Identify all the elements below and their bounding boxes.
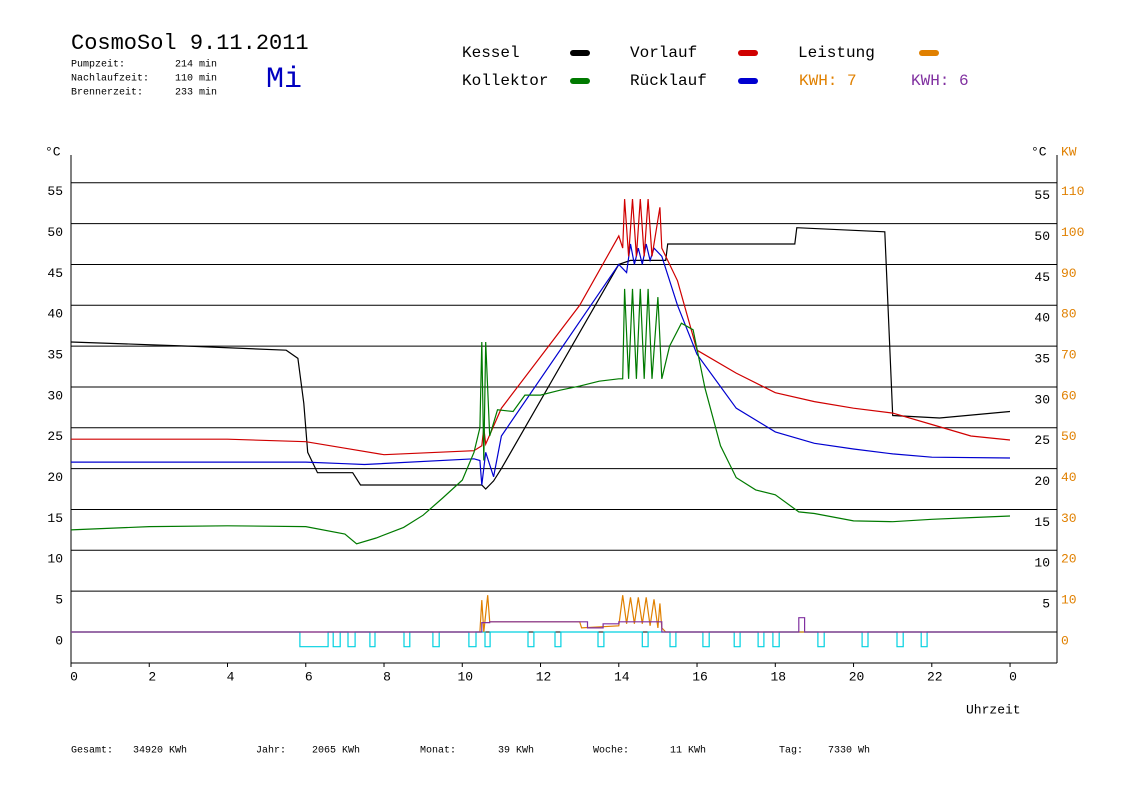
y-tick-label: 20 [47,470,63,485]
series-line [70,227,1011,490]
legend-label: Kollektor [462,72,548,90]
x-tick-label: 10 [457,669,473,684]
y-tick-label: 55 [47,184,63,199]
x-tick-label: 20 [849,669,865,684]
x-tick-label: 0 [1009,669,1017,684]
footer-value: 39 KWh [498,745,534,757]
stat-value: 214 min [175,59,217,71]
weekday: Mi [266,63,302,97]
x-tick-label: 16 [692,669,708,684]
legend-marker [570,78,590,84]
y-tick-label: 35 [47,348,63,363]
footer-label: Gesamt: [71,746,113,757]
x-tick-label: 0 [70,669,78,684]
footer-label: Tag: [779,746,803,757]
y-tick-label: 10 [47,552,63,567]
y-tick-label-right: 35 [1034,352,1050,367]
stat-label: Nachlaufzeit: [71,73,149,85]
x-tick-label: 14 [614,669,630,684]
legend-marker [570,50,590,56]
y-tick-label-right: 50 [1034,229,1050,244]
legend-marker [738,78,758,84]
y-tick-label-right: 25 [1034,433,1050,448]
energy-label: KWH: 7 [799,72,857,90]
y2-tick-label: 70 [1061,348,1077,363]
series-line [70,288,1011,545]
y-tick-label: 45 [47,266,63,281]
stat-value: 233 min [175,87,217,99]
y-axis-unit-right: °C [1031,144,1047,159]
y2-tick-label: 110 [1061,184,1084,199]
footer-value: 2065 KWh [312,745,360,757]
y2-tick-label: 0 [1061,633,1069,648]
x-tick-label: 2 [148,669,156,684]
series-line [71,243,1011,486]
series-line [71,595,1010,633]
y2-tick-label: 80 [1061,307,1077,322]
y-tick-label-right: 15 [1034,515,1050,530]
x-tick-label: 12 [536,669,552,684]
chart-title: CosmoSol 9.11.2011 [71,31,309,56]
y-tick-label: 15 [47,511,63,526]
y2-tick-label: 60 [1061,388,1077,403]
y2-tick-label: 20 [1061,552,1077,567]
y-tick-label-right: 45 [1034,270,1050,285]
footer-label: Woche: [593,745,629,757]
y-tick-label-right: 10 [1034,556,1050,571]
y-tick-label: 0 [55,633,63,648]
series-line [71,199,1011,456]
y2-tick-label: 10 [1061,593,1077,608]
series-line [71,631,1010,648]
stat-label: Brennerzeit: [71,87,143,99]
footer-label: Jahr: [256,745,286,757]
footer-label: Monat: [420,746,456,757]
y-tick-label: 50 [47,225,63,240]
stat-label: Pumpzeit: [71,59,125,71]
y-tick-label: 25 [47,429,63,444]
y-tick-label-right: 20 [1034,474,1050,489]
y2-tick-label: 50 [1061,429,1077,444]
y-tick-label: 30 [47,388,63,403]
legend-marker [919,50,939,56]
y-tick-label-right: 55 [1034,188,1050,203]
legend-label: Rücklauf [630,72,707,90]
series-line [71,617,1010,633]
energy-label: KWH: 6 [911,72,969,90]
x-tick-label: 4 [227,669,235,684]
y-tick-label: 5 [55,593,63,608]
stat-value: 110 min [175,73,217,85]
y-axis-unit: °C [45,144,61,159]
y2-tick-label: 40 [1061,470,1077,485]
legend-marker [738,50,758,56]
x-axis-label: Uhrzeit [966,702,1021,717]
footer-value: 7330 Wh [828,745,870,757]
y2-tick-label: 90 [1061,266,1077,281]
y-tick-label-right: 40 [1034,311,1050,326]
y2-tick-label: 30 [1061,511,1077,526]
footer-value: 11 KWh [670,745,706,757]
y2-axis-unit: KW [1061,144,1077,159]
legend-label: Vorlauf [630,44,697,62]
footer-value: 34920 KWh [133,745,187,757]
x-tick-label: 22 [927,669,943,684]
legend-label: Kessel [462,44,520,62]
y-tick-label-right: 30 [1034,392,1050,407]
x-tick-label: 18 [770,669,786,684]
y2-tick-label: 100 [1061,225,1084,240]
y-tick-label-right: 5 [1042,597,1050,612]
x-tick-label: 8 [383,669,391,684]
y-tick-label: 40 [47,307,63,322]
x-tick-label: 6 [305,669,313,684]
legend-label: Leistung [798,44,875,62]
